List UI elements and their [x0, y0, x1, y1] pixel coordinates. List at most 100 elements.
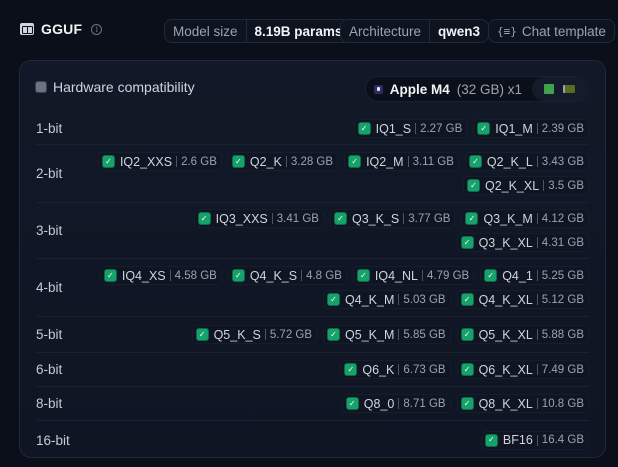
divider — [398, 398, 400, 409]
hardware-title: Hardware compatibility — [36, 79, 195, 95]
divider — [285, 156, 287, 167]
device-name: Apple M4 — [389, 81, 450, 97]
quant-name: Q4_K_S — [249, 268, 298, 283]
divider — [536, 270, 538, 281]
gpu-icon[interactable] — [563, 85, 575, 93]
architecture-value: qwen3 — [438, 23, 481, 39]
quant-list: ✓ BF16 16.4 GB — [480, 430, 589, 450]
divider — [398, 329, 400, 340]
quant-list: ✓ IQ4_XS 4.58 GB ✓ Q4_K_S 4.8 GB ✓ IQ4_N… — [96, 266, 589, 309]
divider — [536, 294, 538, 305]
model-size-value: 8.19B params — [254, 23, 343, 39]
quant-badge[interactable]: ✓ Q5_K_S 5.72 GB — [191, 325, 318, 344]
quant-badge[interactable]: ✓ Q5_K_XL 5.88 GB — [456, 325, 589, 344]
quant-size: 7.49 GB — [541, 363, 584, 376]
quant-badge[interactable]: ✓ Q4_K_M 5.03 GB — [323, 290, 451, 309]
check-icon: ✓ — [466, 213, 478, 224]
quant-size: 5.03 GB — [403, 293, 446, 306]
bit-row: 5-bit ✓ Q5_K_S 5.72 GB ✓ Q5_K_M 5.85 GB … — [36, 317, 589, 353]
divider — [271, 213, 273, 224]
cpu-icon[interactable] — [544, 84, 554, 94]
info-icon[interactable]: i — [91, 23, 103, 35]
hardware-device[interactable]: Apple M4 (32 GB) x1 — [366, 77, 532, 101]
bit-row: 4-bit ✓ IQ4_XS 4.58 GB ✓ Q4_K_S 4.8 GB ✓… — [36, 259, 589, 317]
quant-badge[interactable]: ✓ Q4_K_XL 5.12 GB — [456, 290, 589, 309]
divider — [407, 156, 409, 167]
check-icon: ✓ — [461, 294, 473, 305]
quant-size: 3.43 GB — [541, 155, 584, 168]
check-icon: ✓ — [461, 237, 473, 248]
bit-label: 16-bit — [36, 432, 70, 448]
quant-name: BF16 — [502, 433, 533, 447]
quant-name: IQ3_XXS — [215, 211, 268, 226]
quant-name: IQ2_M — [366, 154, 404, 169]
quant-badge[interactable]: ✓ Q6_K_XL 7.49 GB — [456, 360, 589, 379]
check-icon: ✓ — [346, 398, 358, 409]
quant-badge[interactable]: ✓ Q4_K_S 4.8 GB — [227, 266, 347, 285]
quant-badge[interactable]: ✓ Q8_K_XL 10.8 GB — [456, 394, 589, 413]
quant-badge[interactable]: ✓ Q5_K_M 5.85 GB — [323, 325, 451, 344]
bit-row: 3-bit ✓ IQ3_XXS 3.41 GB ✓ Q3_K_S 3.77 GB… — [36, 203, 589, 259]
hardware-compatibility-panel: Hardware compatibility Apple M4 (32 GB) … — [19, 60, 606, 458]
quant-badge[interactable]: ✓ IQ2_M 3.11 GB — [344, 152, 459, 171]
divider — [398, 364, 400, 375]
quant-badge[interactable]: ✓ Q6_K 6.73 GB — [340, 360, 451, 379]
quant-size: 4.8 GB — [306, 269, 342, 282]
bit-label: 1-bit — [36, 121, 63, 136]
quant-name: Q5_K_XL — [478, 327, 533, 342]
bit-label: 5-bit — [36, 327, 63, 342]
check-icon: ✓ — [485, 270, 497, 281]
quant-size: 5.72 GB — [269, 328, 313, 341]
quant-list: ✓ IQ3_XXS 3.41 GB ✓ Q3_K_S 3.77 GB ✓ Q3_… — [96, 209, 589, 252]
quant-size: 8.71 GB — [403, 397, 446, 410]
divider — [536, 434, 538, 446]
divider — [536, 364, 538, 375]
divider — [536, 329, 538, 340]
divider — [169, 270, 171, 281]
hardware-selector[interactable]: Apple M4 (32 GB) x1 — [364, 76, 588, 102]
quant-size: 5.25 GB — [541, 269, 584, 282]
quant-name: IQ1_M — [495, 121, 533, 136]
divider — [536, 398, 538, 409]
quant-badge[interactable]: ✓ IQ4_XS 4.58 GB — [99, 266, 222, 285]
quant-badge[interactable]: ✓ Q3_K_S 3.77 GB — [329, 209, 456, 228]
divider — [536, 156, 538, 167]
check-icon: ✓ — [485, 434, 497, 446]
hardware-type-icons[interactable] — [532, 77, 587, 101]
braces-icon: {≡} — [497, 24, 517, 38]
quant-badge[interactable]: ✓ Q2_K_L 3.43 GB — [464, 152, 589, 171]
quant-badge[interactable]: ✓ IQ1_M 2.39 GB — [473, 119, 589, 138]
quant-badge[interactable]: ✓ IQ2_XXS 2.6 GB — [97, 152, 222, 171]
quant-badge[interactable]: ✓ Q2_K_XL 3.5 GB — [462, 176, 589, 195]
gguf-header: GGUF i Model size 8.19B params Architect… — [0, 0, 618, 60]
chat-template-label: Chat template — [521, 23, 606, 39]
quant-badge[interactable]: ✓ Q8_0 8.71 GB — [341, 394, 451, 413]
quant-badge[interactable]: ✓ Q3_K_M 4.12 GB — [461, 209, 589, 228]
quant-size: 2.27 GB — [420, 122, 463, 135]
quant-name: Q2_K_L — [486, 154, 533, 169]
quant-list: ✓ IQ1_S 2.27 GB ✓ IQ1_M 2.39 GB — [353, 119, 589, 138]
quant-size: 4.31 GB — [541, 236, 584, 249]
quant-badge[interactable]: ✓ BF16 16.4 GB — [480, 430, 589, 450]
quant-badge[interactable]: ✓ IQ1_S 2.27 GB — [353, 119, 468, 138]
quant-name: Q6_K_XL — [478, 362, 533, 377]
quant-size: 2.6 GB — [181, 155, 217, 168]
bit-row: 2-bit ✓ IQ2_XXS 2.6 GB ✓ Q2_K 3.28 GB ✓ … — [36, 145, 589, 203]
check-icon: ✓ — [328, 329, 340, 340]
check-icon: ✓ — [198, 213, 210, 224]
quant-badge[interactable]: ✓ Q2_K 3.28 GB — [227, 152, 339, 171]
quant-size: 6.73 GB — [403, 363, 446, 376]
quant-badge[interactable]: ✓ Q3_K_XL 4.31 GB — [456, 233, 589, 252]
quant-badge[interactable]: ✓ IQ3_XXS 3.41 GB — [193, 209, 324, 228]
quant-badge[interactable]: ✓ IQ4_NL 4.79 GB — [352, 266, 475, 285]
quant-name: Q2_K — [249, 154, 282, 169]
check-icon: ✓ — [102, 156, 114, 167]
model-size-label: Model size — [165, 20, 247, 42]
quant-badge[interactable]: ✓ Q4_1 5.25 GB — [480, 266, 589, 285]
check-icon: ✓ — [461, 329, 473, 340]
architecture-label: Architecture — [341, 20, 431, 42]
quant-name: Q8_K_XL — [478, 396, 533, 411]
chat-template-button[interactable]: {≡} Chat template — [488, 19, 615, 43]
quant-size: 2.39 GB — [541, 122, 584, 135]
check-icon: ✓ — [461, 398, 473, 409]
